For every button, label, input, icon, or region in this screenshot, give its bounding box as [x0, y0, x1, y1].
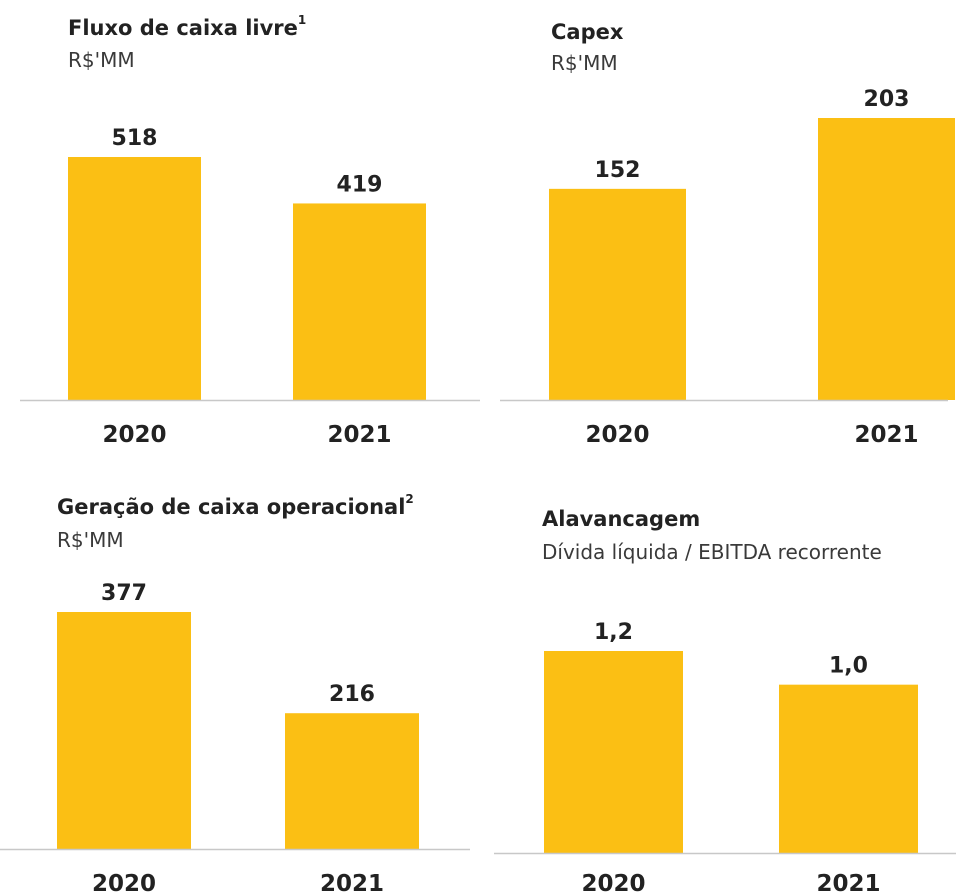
bar-2021 [285, 713, 419, 849]
data-label: 1,0 [829, 654, 868, 679]
data-label: 152 [595, 158, 641, 183]
chart-panel-free-cash-flow: Fluxo de caixa livre1 R$'MM 518 2020 419 20… [0, 0, 480, 448]
bar-2020 [544, 651, 683, 853]
x-tick-label: 2020 [102, 422, 166, 448]
chart-title-text: Alavancagem [542, 507, 701, 531]
chart-title: Capex [551, 20, 623, 44]
x-tick-label: 2020 [581, 871, 645, 894]
bar-chart: 377 2020 216 2021 [0, 581, 470, 894]
data-label: 1,2 [594, 620, 633, 645]
bar-2021 [818, 118, 955, 400]
chart-subtitle: R$'MM [57, 528, 124, 552]
bar-chart: 1,2 2020 1,0 2021 [494, 620, 956, 894]
bar-chart: 152 2020 203 2021 [500, 87, 955, 448]
chart-panel-leverage: Alavancagem Dívida líquida / EBITDA reco… [478, 447, 956, 894]
chart-title-text: Capex [551, 20, 624, 44]
footnote-marker: 1 [297, 13, 307, 27]
chart-title: Geração de caixa operacional2 [57, 492, 414, 519]
x-tick-label: 2021 [320, 871, 384, 894]
chart-subtitle: R$'MM [551, 51, 618, 75]
data-label: 203 [864, 87, 910, 112]
bar-2020 [68, 157, 201, 400]
chart-title: Alavancagem [542, 507, 700, 531]
x-tick-label: 2021 [854, 422, 918, 448]
chart-subtitle: Dívida líquida / EBITDA recorrente [542, 540, 882, 564]
bar-2020 [57, 612, 191, 849]
chart-title-text: Geração de caixa operacional [57, 495, 406, 519]
footnote-marker: 2 [405, 492, 414, 506]
chart-panel-capex: Capex R$'MM 152 2020 203 2021 [478, 0, 956, 448]
chart-subtitle: R$'MM [68, 48, 135, 72]
bar-2021 [293, 203, 426, 400]
bar-chart: 518 2020 419 2021 [20, 126, 480, 448]
chart-title: Fluxo de caixa livre1 [68, 13, 307, 40]
data-label: 419 [337, 172, 383, 197]
x-tick-label: 2021 [816, 871, 880, 894]
data-label: 518 [112, 126, 158, 151]
data-label: 377 [101, 581, 147, 606]
data-label: 216 [329, 682, 375, 707]
x-tick-label: 2021 [327, 422, 391, 448]
chart-title-text: Fluxo de caixa livre [68, 16, 298, 40]
x-tick-label: 2020 [585, 422, 649, 448]
bar-2020 [549, 188, 686, 400]
bar-2021 [779, 684, 918, 853]
x-tick-label: 2020 [92, 871, 156, 894]
chart-panel-operating-cash-generation: Geração de caixa operacional2 R$'MM 377 2… [0, 447, 478, 894]
